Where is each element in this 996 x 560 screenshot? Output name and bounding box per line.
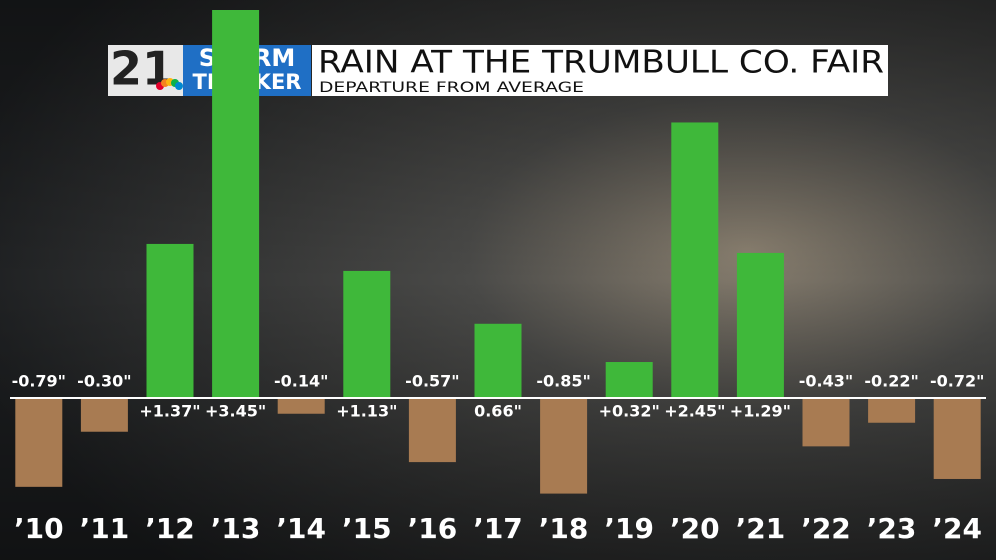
value-label: +0.32"	[599, 402, 660, 421]
x-tick-label: ’17	[473, 512, 523, 545]
x-tick-label: ’22	[801, 512, 851, 545]
value-label: +2.45"	[664, 402, 725, 421]
peacock	[156, 78, 183, 90]
x-tick-label: ’12	[145, 512, 195, 545]
x-tick-label: ’13	[211, 512, 261, 545]
bar	[277, 398, 325, 414]
value-label: -0.43"	[799, 372, 853, 391]
bar	[408, 398, 456, 463]
bar	[343, 270, 391, 398]
value-label: -0.85"	[536, 372, 590, 391]
bar	[802, 398, 850, 447]
bar	[212, 10, 260, 398]
x-tick-label: ’11	[80, 512, 130, 545]
value-label: +1.13"	[336, 402, 397, 421]
bar	[605, 362, 653, 398]
bar	[736, 252, 784, 398]
chart-subtitle: DEPARTURE FROM AVERAGE	[319, 80, 584, 96]
value-label: +1.29"	[730, 402, 791, 421]
x-tick-label: ’15	[342, 512, 392, 545]
logo-box	[108, 45, 183, 96]
bar	[540, 398, 588, 494]
bar	[80, 398, 128, 432]
value-label: -0.72"	[930, 372, 984, 391]
x-tick-label: ’23	[867, 512, 917, 545]
chart-title: RAIN AT THE TRUMBULL CO. FAIR	[318, 45, 884, 81]
bar	[671, 122, 719, 398]
bar	[146, 243, 194, 398]
logo-number: 21	[110, 42, 174, 96]
x-tick-label: ’24	[932, 512, 982, 545]
x-tick-label: ’19	[604, 512, 654, 545]
bar	[474, 323, 522, 398]
value-label: +1.37"	[139, 402, 200, 421]
bar	[933, 398, 981, 479]
value-label: -0.79"	[12, 372, 66, 391]
x-tick-label: ’10	[14, 512, 64, 545]
value-label: -0.14"	[274, 372, 328, 391]
bar	[15, 398, 63, 487]
bar	[868, 398, 916, 423]
value-label: -0.22"	[864, 372, 918, 391]
x-tick-label: ’18	[539, 512, 589, 545]
x-tick-label: ’21	[736, 512, 786, 545]
x-tick-label: ’20	[670, 512, 720, 545]
value-label: 0.66"	[474, 402, 522, 421]
value-label: -0.30"	[77, 372, 131, 391]
value-label: +3.45"	[205, 402, 266, 421]
x-tick-label: ’16	[408, 512, 458, 545]
title-box	[312, 45, 888, 96]
x-tick-label: ’14	[276, 512, 326, 545]
value-label: -0.57"	[405, 372, 459, 391]
